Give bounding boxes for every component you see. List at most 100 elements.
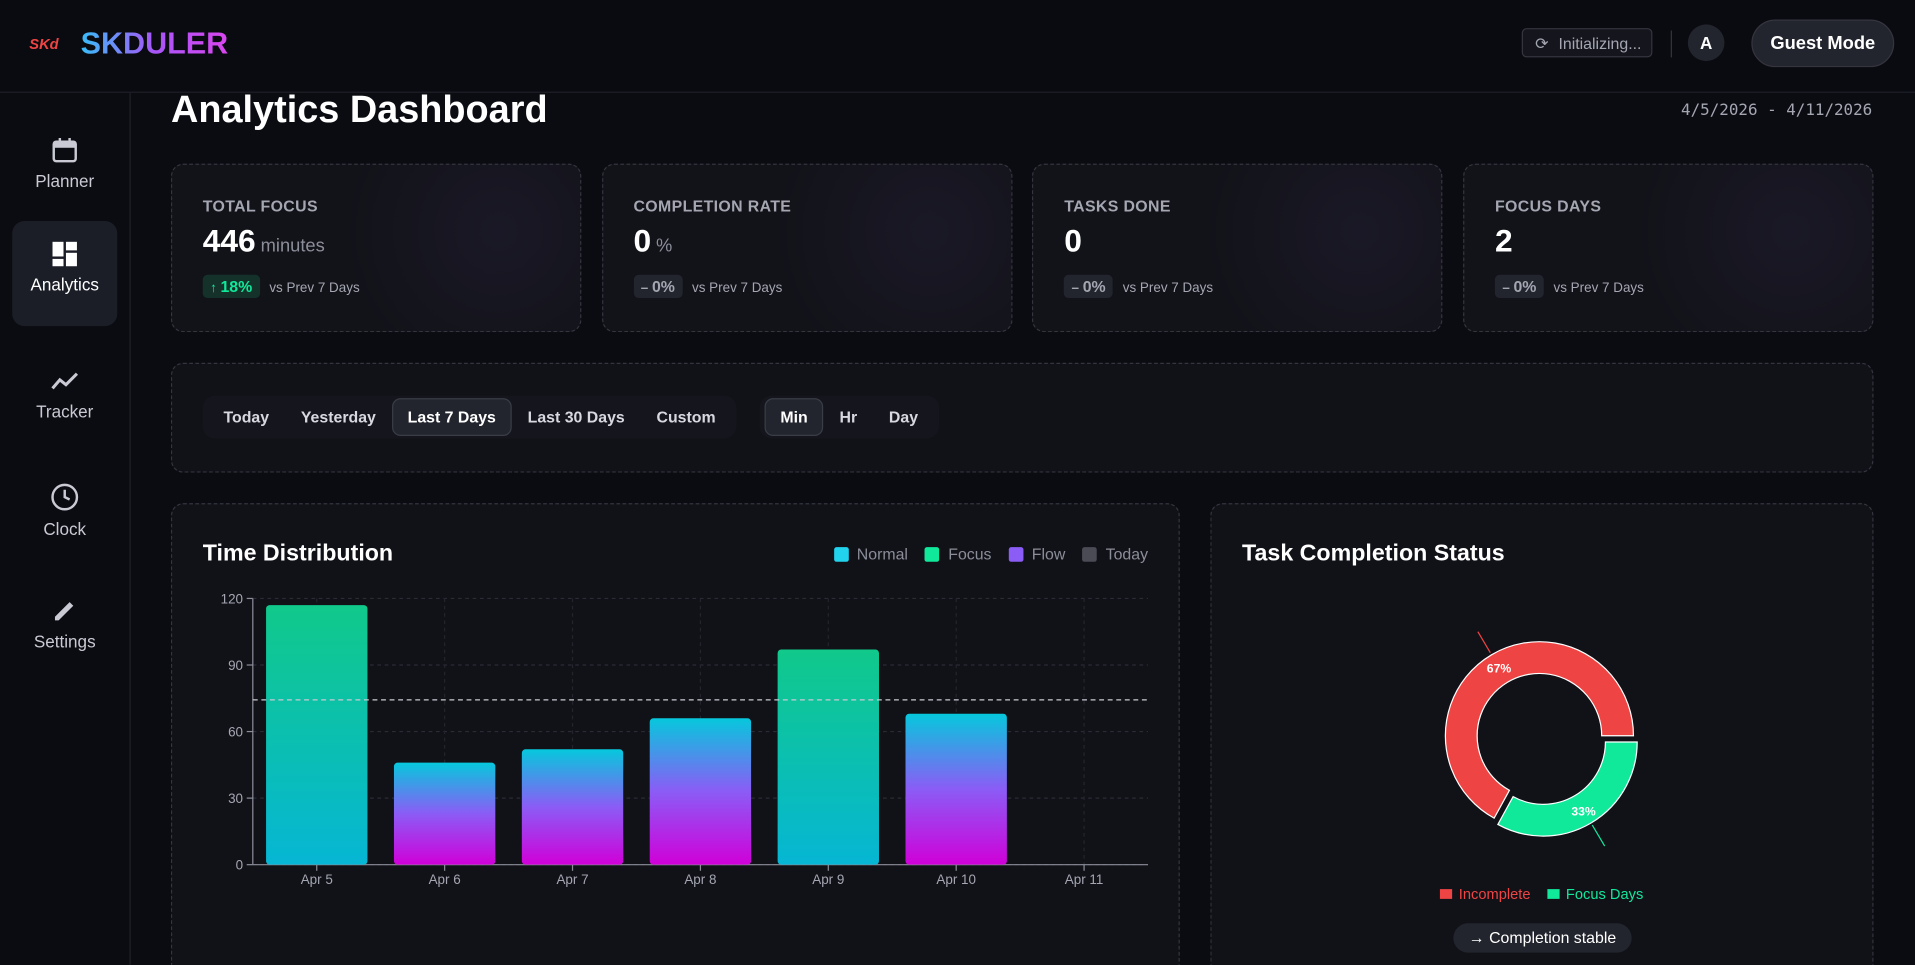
stat-card: COMPLETION RATE 0% –0% vs Prev 7 Days: [601, 163, 1013, 333]
logo: SKd: [29, 35, 59, 53]
nav-clock[interactable]: Clock: [12, 463, 117, 568]
change-icon: –: [1502, 280, 1510, 296]
guest-button[interactable]: Guest Mode: [1751, 19, 1895, 68]
legend: Normal Focus Flow Today: [833, 544, 1148, 564]
donut-panel: Task Completion Status Incomplete Focus D…: [1210, 503, 1874, 965]
nav-label: Clock: [43, 519, 87, 539]
filter-panel: Today Yesterday Last 7 Days Last 30 Days Cus…: [170, 362, 1874, 473]
stat-change-row: –0% vs Prev 7 Days: [1064, 274, 1214, 298]
stat-card: TASKS DONE 0 –0% vs Prev 7 Days: [1032, 163, 1443, 333]
panel-title: Task Completion Status: [1242, 541, 1505, 567]
icon: [54, 602, 74, 621]
change-text: 0%: [1513, 277, 1537, 296]
stat-label: TOTAL FOCUS: [202, 196, 318, 215]
compare-text: vs Prev 7 Days: [269, 280, 360, 296]
stat-card: FOCUS DAYS 2 –0% vs Prev 7 Days: [1463, 163, 1874, 333]
unit-button[interactable]: Min: [764, 398, 824, 437]
stat-card: TOTAL FOCUS 446 minutes ↑ 18% vs Prev 7 Days: [170, 163, 582, 333]
compare-text: vs Prev 7 Days: [1553, 280, 1644, 296]
legend-label: Focus Days: [1565, 885, 1644, 903]
legend-item[interactable]: Focus: [925, 544, 992, 564]
legend-swatch: [833, 546, 849, 562]
change-badge: ↑ 18%: [202, 274, 260, 298]
icon: [51, 483, 79, 511]
legend-label: Flow: [1031, 544, 1066, 564]
nav-tracker[interactable]: Tracker: [12, 348, 117, 453]
change-badge: –0%: [633, 274, 683, 298]
stat-row: 2: [1495, 222, 1513, 260]
header: SKd SKDULER ⟳ Initializing... A Guest Mod…: [0, 0, 1915, 93]
nav-label: Analytics: [30, 274, 99, 295]
stat-change-row: –0% vs Prev 7 Days: [633, 274, 783, 298]
unit-group: Min Hr Day: [759, 395, 939, 439]
legend-swatch: [1082, 546, 1098, 562]
nav-label: Tracker: [36, 401, 94, 422]
compare-text: vs Prev 7 Days: [1122, 280, 1214, 296]
stat-unit: minutes: [260, 235, 325, 257]
change-badge: –0%: [1064, 274, 1113, 298]
donut-legend: Incomplete Focus Days: [1212, 885, 1873, 903]
nav-label: Planner: [35, 170, 95, 191]
stat-row: 0: [1064, 222, 1082, 260]
bar-panel: Time Distribution Normal Focus Flow Today: [170, 503, 1180, 965]
trend-note: → Completion stable: [1453, 923, 1632, 953]
language-button[interactable]: A: [1687, 24, 1725, 62]
nav-planner[interactable]: Planner: [12, 117, 117, 222]
unit-button[interactable]: Day: [888, 407, 919, 427]
change-icon: –: [640, 280, 649, 296]
unit-button[interactable]: Hr: [839, 407, 858, 427]
range-button[interactable]: Custom: [656, 407, 716, 427]
legend-item[interactable]: Flow: [1008, 544, 1066, 564]
legend-label: Incomplete: [1458, 885, 1531, 903]
legend-swatch: [1547, 889, 1560, 899]
range-group: Today Yesterday Last 7 Days Last 30 Days Cus…: [202, 395, 737, 439]
status-button[interactable]: ⟳ Initializing...: [1521, 28, 1653, 58]
legend-label: Normal: [856, 544, 908, 564]
change-icon: ↑: [210, 280, 217, 296]
change-text: 0%: [651, 277, 675, 296]
stat-value: 0: [633, 222, 652, 259]
range-button[interactable]: Last 7 Days: [391, 398, 512, 437]
change-badge: –0%: [1494, 274, 1544, 298]
stat-change-row: ↑ 18% vs Prev 7 Days: [202, 274, 360, 298]
stat-value: 446: [202, 222, 256, 259]
icon: [51, 372, 79, 390]
range-button[interactable]: Yesterday: [300, 407, 376, 427]
nav-label: Settings: [33, 631, 96, 651]
range-button[interactable]: Last 30 Days: [527, 407, 625, 427]
status-text: Initializing...: [1558, 34, 1642, 53]
sidebar: Planner Analytics Tracker Clock Settings: [0, 92, 131, 965]
panel-title: Time Distribution: [202, 541, 394, 567]
brand: SKDULER: [80, 26, 229, 62]
legend-swatch: [925, 546, 940, 562]
stat-label: COMPLETION RATE: [633, 196, 792, 215]
change-icon: –: [1071, 280, 1080, 296]
change-text: 0%: [1082, 277, 1106, 296]
icon: [52, 138, 77, 163]
legend-swatch: [1008, 546, 1024, 562]
change-text: 18%: [220, 277, 253, 296]
legend-item[interactable]: Today: [1082, 545, 1148, 563]
stat-row: 0%: [633, 222, 672, 260]
legend-label: Today: [1105, 544, 1149, 564]
nav-analytics[interactable]: Analytics: [12, 221, 118, 327]
legend-swatch: [1440, 889, 1453, 899]
range-button[interactable]: Today: [223, 407, 270, 427]
legend-label: Focus: [948, 544, 992, 564]
stat-unit: %: [656, 235, 673, 257]
stat-value: 2: [1494, 222, 1513, 259]
legend-item[interactable]: Normal: [833, 544, 908, 564]
stat-row: 446 minutes: [203, 222, 325, 260]
stat-value: 0: [1064, 222, 1082, 259]
page-title: Analytics Dashboard: [170, 87, 548, 131]
stat-change-row: –0% vs Prev 7 Days: [1494, 274, 1644, 298]
legend-item[interactable]: Focus Days: [1547, 885, 1644, 903]
divider: [1670, 30, 1672, 58]
date-range: 4/5/2026 - 4/11/2026: [1681, 101, 1873, 120]
nav-settings[interactable]: Settings: [12, 578, 117, 683]
compare-text: vs Prev 7 Days: [692, 280, 783, 296]
stat-label: TASKS DONE: [1064, 196, 1171, 215]
legend-item[interactable]: Incomplete: [1440, 885, 1531, 903]
